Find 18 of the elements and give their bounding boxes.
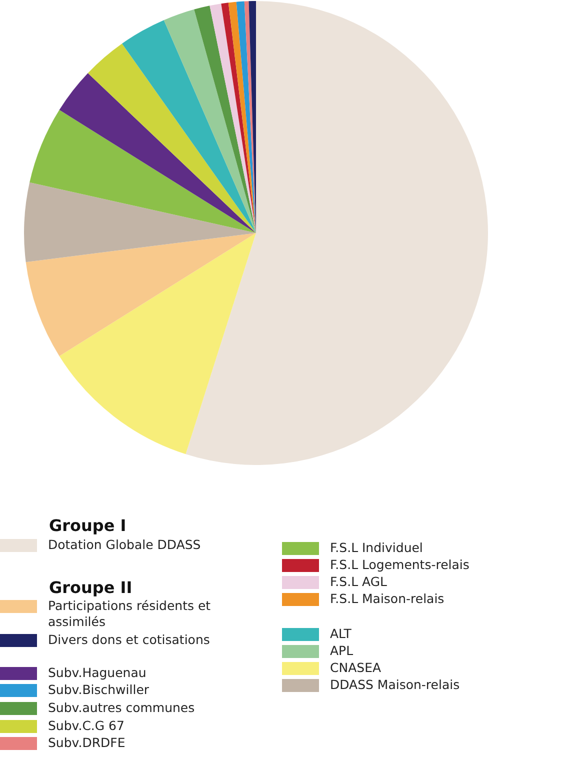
legend-label: F.S.L Individuel <box>330 540 424 556</box>
legend-label: F.S.L Maison-relais <box>330 591 446 607</box>
legend-label: F.S.L Logements-relais <box>330 557 470 573</box>
legend-label: APL <box>330 643 354 659</box>
legend-label: Divers dons et cotisations <box>48 632 211 648</box>
legend-label: Dotation Globale DDASS <box>48 537 202 553</box>
legend-label: CNASEA <box>330 660 382 676</box>
legend-label: Subv.DRDFE <box>48 735 126 751</box>
text: Groupe I <box>49 516 126 535</box>
legend-label: Subv.C.G 67 <box>48 718 126 734</box>
legend-label: DDASS Maison-relais <box>330 677 461 693</box>
legend-label: Subv.autres communes <box>48 700 196 716</box>
legend-label: F.S.L AGL <box>330 574 388 590</box>
legend-label: Subv.Bischwiller <box>48 682 150 698</box>
text: Groupe II <box>49 578 132 597</box>
legend-label: ALT <box>330 626 352 642</box>
legend-label: Subv.Haguenau <box>48 665 148 681</box>
legend-label: Participations résidents et assimilés <box>48 598 212 630</box>
